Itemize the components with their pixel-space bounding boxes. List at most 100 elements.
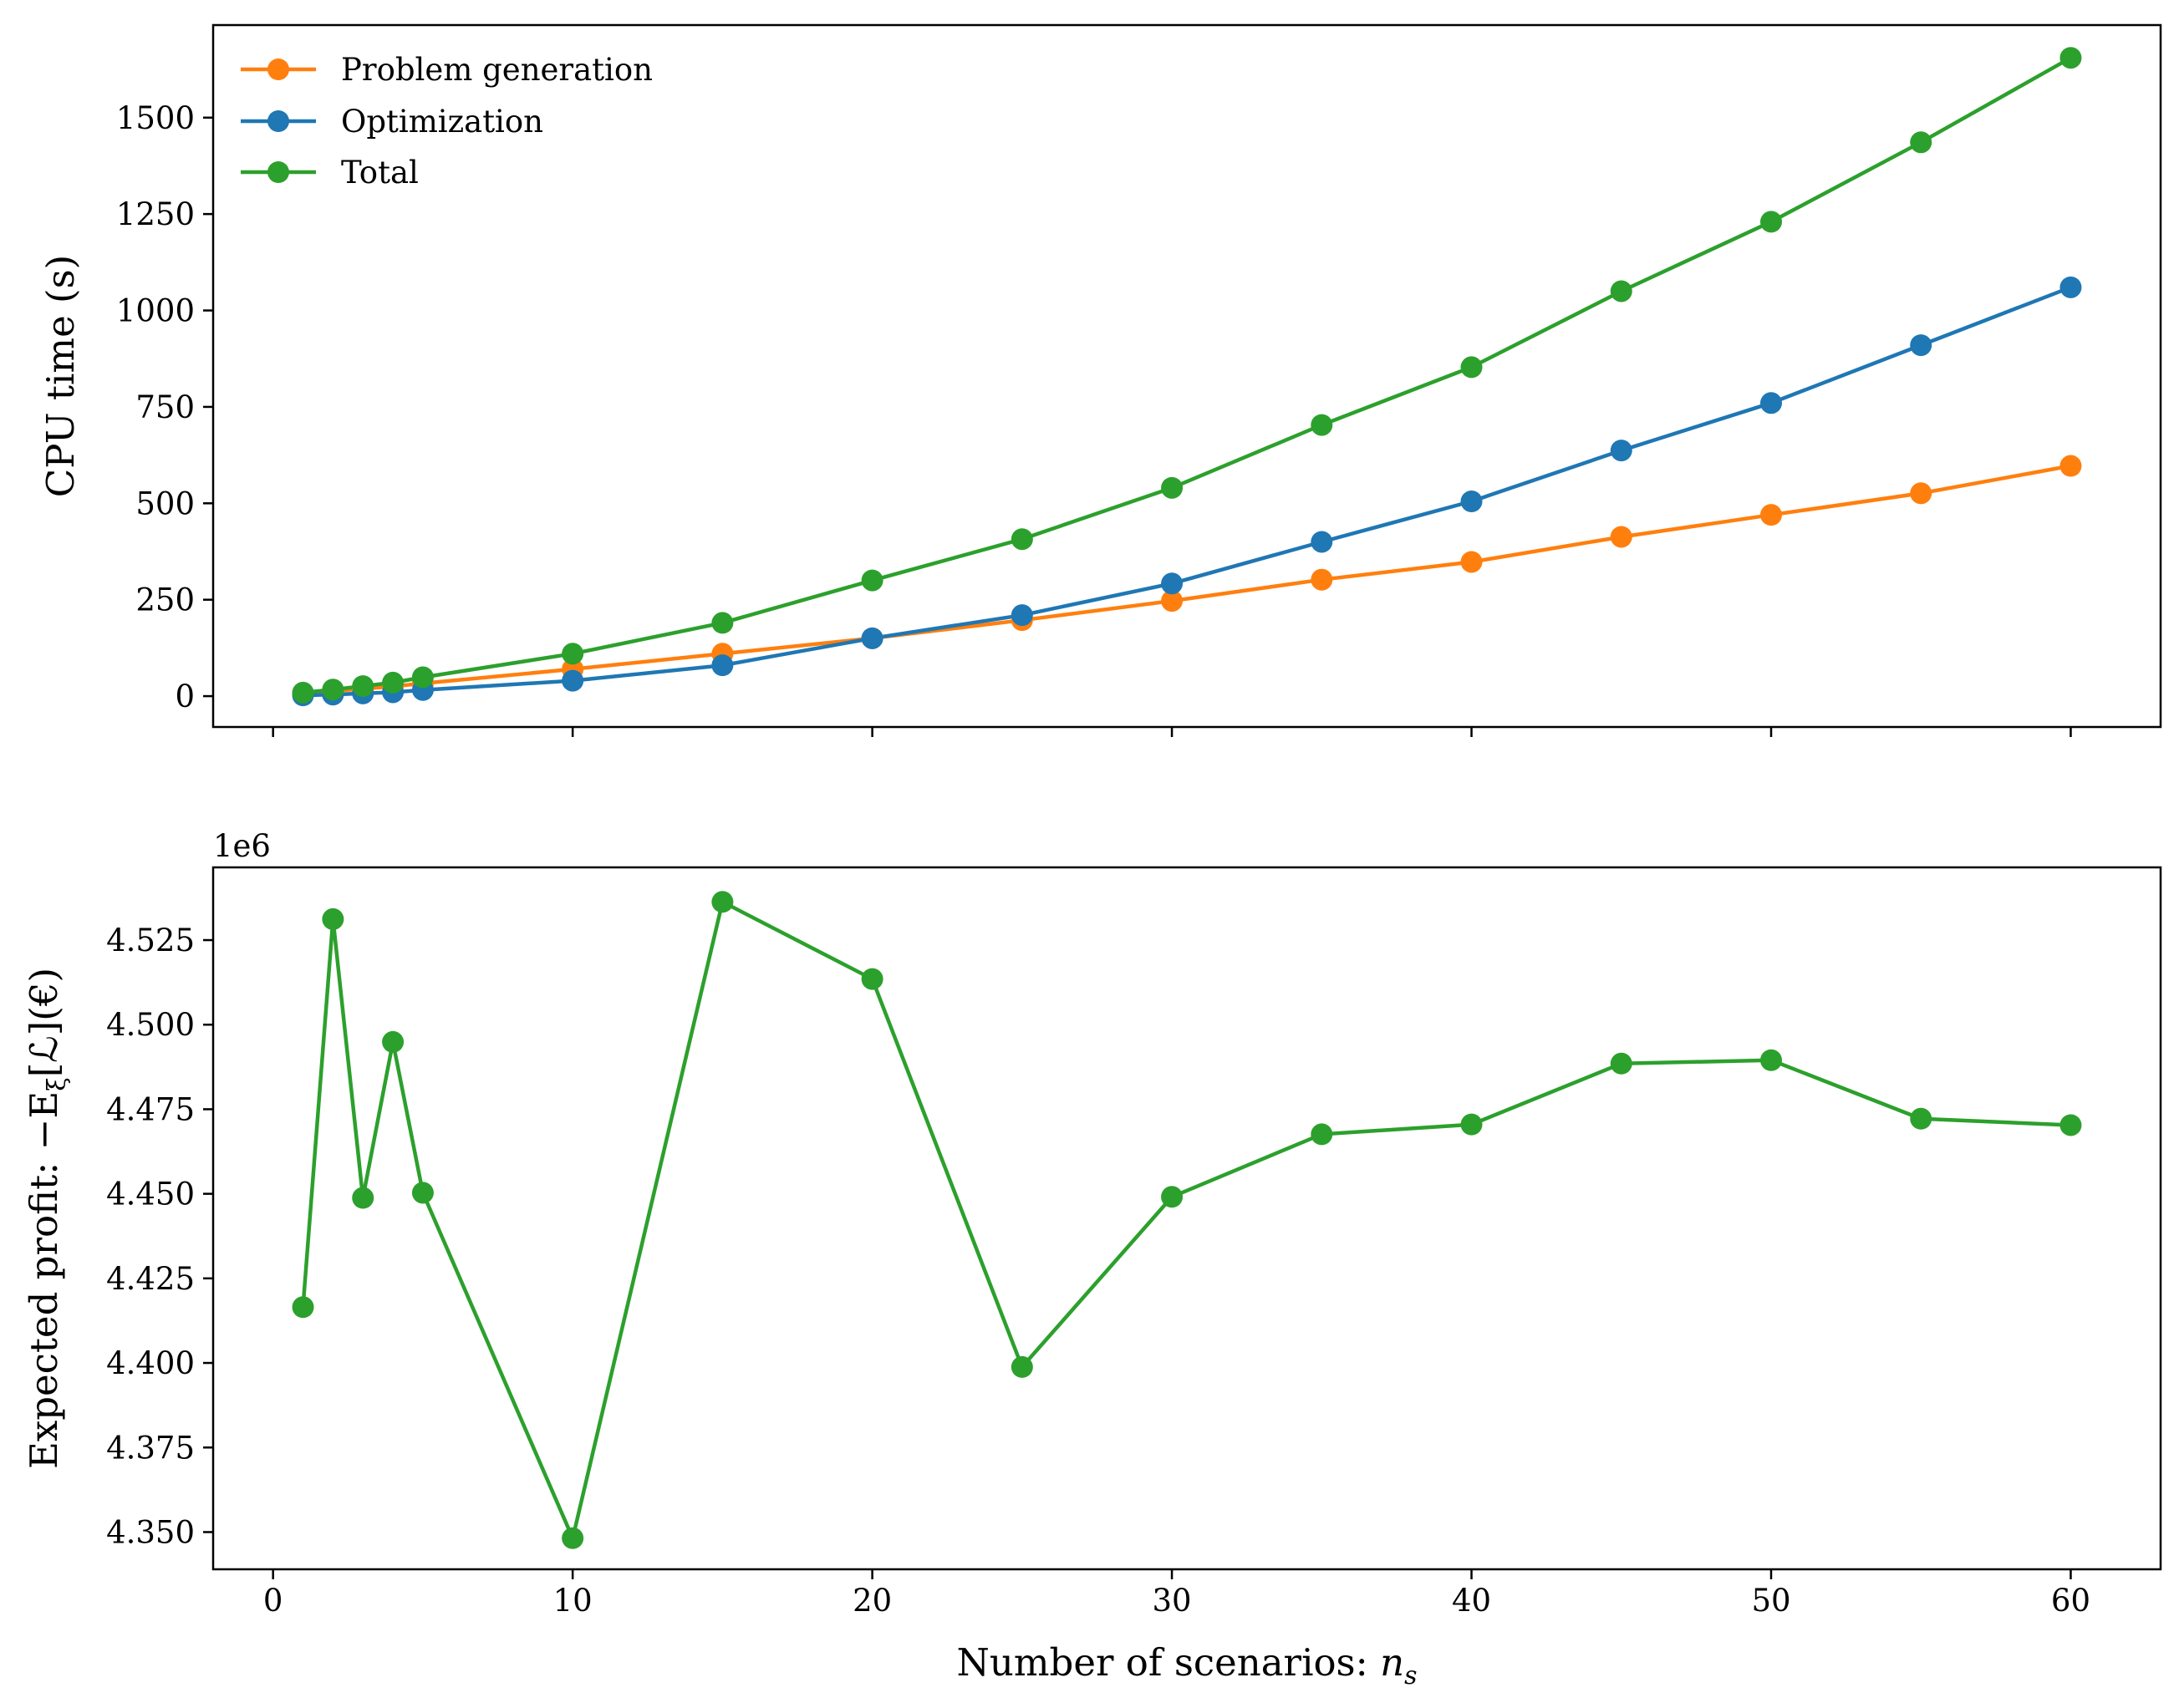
bottom-y-axis-label: Expected profit: −Eξ[ℒ](€): [22, 968, 72, 1469]
top-point-problem-generation: [1910, 482, 1932, 505]
bottom-point-expected-profit: [1011, 1355, 1033, 1378]
bottom-offset-label: 1e6: [213, 828, 271, 864]
top-point-total: [562, 643, 584, 665]
legend-marker-total: [267, 161, 289, 183]
bottom-point-expected-profit: [322, 907, 344, 930]
top-point-total: [1910, 131, 1932, 154]
top-series-line-total: [303, 56, 2072, 695]
legend-item-optimization: Optimization: [241, 104, 543, 140]
top-legend: Problem generation Optimization Total: [241, 52, 653, 191]
top-point-total: [2059, 47, 2082, 69]
y-label-suffix: [ℒ](€): [22, 968, 66, 1077]
top-point-problem-generation: [1760, 504, 1782, 526]
top-point-total: [411, 666, 434, 689]
bottom-series-line-expected-profit: [301, 900, 2071, 1541]
top-point-optimization: [562, 669, 584, 692]
top-y-tick-label: 1500: [116, 100, 195, 136]
bottom-y-tick-label: 4.450: [106, 1177, 195, 1212]
top-point-total: [1760, 211, 1782, 233]
bottom-point-expected-profit: [382, 1030, 405, 1053]
cpu-time-chart: 0 250 500 750 1000 1250 1500 CPU time (s) Prob…: [38, 23, 2162, 737]
top-point-total: [352, 675, 374, 698]
bottom-point-expected-profit: [562, 1527, 584, 1549]
bottom-point-expected-profit: [1610, 1052, 1632, 1075]
top-point-total: [322, 679, 344, 701]
x-label-math: n: [1380, 1640, 1404, 1685]
bottom-point-expected-profit: [1760, 1049, 1782, 1071]
top-point-total: [1011, 528, 1033, 551]
top-y-tick-label: 1250: [116, 196, 195, 232]
bottom-y-tick-label: 4.375: [106, 1430, 195, 1466]
top-point-optimization: [2059, 276, 2082, 298]
bottom-x-tick-label: 20: [853, 1583, 892, 1619]
bottom-plot-frame: [211, 866, 2162, 1571]
bottom-axis-ticks: 0 10 20 30 40 50 60 4.350 4.375 4.400 4.425 4.450 4.…: [106, 923, 2090, 1619]
bottom-point-expected-profit: [1311, 1123, 1333, 1146]
bottom-x-axis-label: Number of scenarios: ns: [956, 1640, 1417, 1690]
bottom-x-tick-label: 60: [2051, 1583, 2090, 1619]
expected-profit-chart: 0 10 20 30 40 50 60 4.350 4.375 4.400 4.425 4.450 4.…: [22, 828, 2162, 1690]
top-point-total: [1610, 280, 1632, 302]
bottom-point-expected-profit: [1161, 1186, 1184, 1208]
top-point-optimization: [1311, 531, 1333, 553]
top-point-total: [1311, 414, 1333, 436]
bottom-y-tick-label: 4.475: [106, 1091, 195, 1127]
top-point-problem-generation: [1161, 590, 1184, 613]
bottom-y-tick-label: 4.500: [106, 1007, 195, 1043]
bottom-point-expected-profit: [711, 891, 734, 913]
bottom-x-tick-label: 0: [263, 1583, 283, 1619]
top-series-line-problem-generation: [303, 464, 2071, 696]
top-point-optimization: [861, 627, 883, 649]
bottom-x-tick-label: 30: [1153, 1583, 1192, 1619]
top-point-optimization: [1910, 334, 1932, 357]
bottom-y-tick-label: 4.350: [106, 1514, 195, 1550]
bottom-point-expected-profit: [411, 1182, 434, 1204]
top-y-tick-label: 250: [135, 582, 195, 618]
bottom-point-expected-profit: [1910, 1107, 1932, 1130]
top-point-optimization: [1610, 440, 1632, 462]
bottom-x-tick-label: 50: [1751, 1583, 1790, 1619]
bottom-y-tick-label: 4.400: [106, 1345, 195, 1381]
top-point-total: [711, 612, 734, 634]
top-point-optimization: [1460, 491, 1483, 512]
bottom-y-tick-label: 4.425: [106, 1261, 195, 1297]
bottom-point-expected-profit: [1460, 1113, 1483, 1136]
top-y-tick-label: 500: [135, 485, 195, 521]
bottom-x-tick-label: 40: [1452, 1583, 1491, 1619]
legend-label-optimization: Optimization: [341, 104, 543, 140]
bottom-point-expected-profit: [861, 968, 883, 990]
x-label-subscript: s: [1404, 1661, 1417, 1690]
top-point-optimization: [1760, 392, 1782, 414]
legend-item-problem-generation: Problem generation: [241, 52, 653, 88]
top-point-problem-generation: [1311, 568, 1333, 591]
bottom-point-expected-profit: [352, 1187, 374, 1209]
x-label-main: Number of scenarios:: [956, 1640, 1380, 1685]
top-point-total: [382, 671, 405, 694]
top-point-optimization: [711, 654, 734, 677]
legend-item-total: Total: [241, 155, 419, 191]
legend-marker-optimization: [267, 110, 289, 132]
top-point-optimization: [1011, 604, 1033, 627]
bottom-point-expected-profit: [292, 1296, 314, 1319]
legend-label-total: Total: [341, 155, 419, 191]
top-point-problem-generation: [1460, 551, 1483, 573]
top-y-tick-label: 0: [175, 679, 195, 714]
top-series-group: [292, 47, 2082, 707]
top-y-axis-label: CPU time (s): [38, 255, 83, 497]
top-y-tick-label: 1000: [116, 293, 195, 329]
legend-label-problem-generation: Problem generation: [341, 52, 653, 88]
top-axis-ticks: 0 250 500 750 1000 1250 1500: [116, 100, 2072, 737]
top-point-total: [292, 681, 314, 704]
bottom-x-tick-label: 10: [553, 1583, 593, 1619]
top-point-problem-generation: [2059, 455, 2082, 477]
top-point-total: [1460, 356, 1483, 379]
top-point-total: [861, 569, 883, 592]
top-point-problem-generation: [1610, 526, 1632, 548]
y-label-subscript: ξ: [43, 1077, 72, 1091]
top-y-tick-label: 750: [135, 389, 195, 425]
bottom-point-expected-profit: [2059, 1114, 2082, 1136]
top-series-line-optimization: [303, 285, 2072, 698]
top-plot-frame: [211, 23, 2162, 729]
top-point-optimization: [1161, 572, 1184, 595]
